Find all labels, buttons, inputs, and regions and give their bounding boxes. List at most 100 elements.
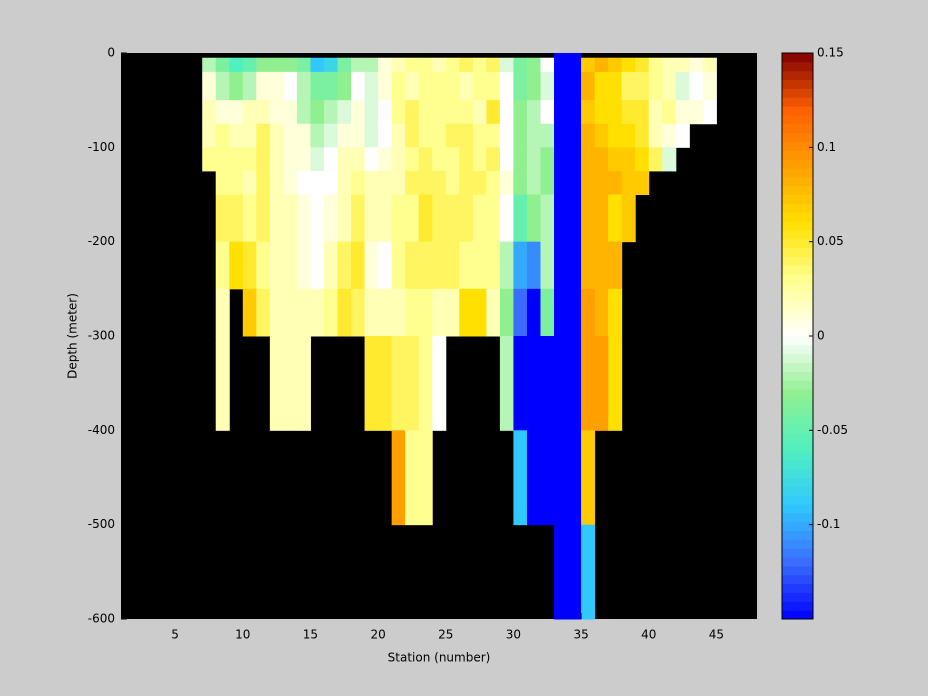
cell [554,288,569,337]
cell [229,71,244,101]
cell [513,288,528,337]
cell [432,147,447,172]
cell [215,100,230,125]
cell [581,123,596,148]
cell [554,123,569,148]
cell [621,57,636,73]
cell [310,194,325,243]
cell [445,57,460,73]
cell [418,57,433,73]
cell [608,123,623,148]
cell [432,288,447,337]
colorbar-swatch [782,150,813,160]
cell [621,123,636,148]
cell [432,170,447,195]
cell [499,194,514,243]
cell [242,288,257,337]
cell [608,288,623,337]
cell [242,57,257,73]
cell [256,241,271,290]
cell [323,57,339,73]
cell [554,147,569,172]
colorbar-swatch [782,256,813,266]
cell [540,288,555,337]
cell [486,241,501,290]
cell [418,430,433,526]
cell [283,241,298,290]
cell [432,123,447,148]
cell [689,100,704,125]
cell [459,194,474,243]
cell [256,57,271,73]
cell [337,288,352,337]
cell [594,170,609,195]
x-tick-label: 5 [171,628,179,642]
cell [202,123,217,148]
cell [337,100,352,125]
cell [269,57,284,73]
cell [202,57,217,73]
cell [337,170,352,195]
colorbar-tick-label: -0.1 [817,517,840,531]
cell [662,57,677,73]
cell [459,57,474,73]
cell [648,71,663,101]
colorbar-swatch [782,79,813,89]
colorbar-swatch [782,114,813,125]
cell [486,57,501,73]
cell [269,147,284,172]
cell [351,170,366,195]
cell [242,241,257,290]
cell [540,194,555,243]
cell [554,524,569,620]
cell [351,123,366,148]
cell [648,57,663,73]
cell [486,288,501,337]
cell [418,170,433,195]
cell [378,170,393,195]
cell [405,100,420,125]
cell [459,147,474,172]
colorbar-swatch [782,229,813,240]
cell [567,524,582,620]
cell [215,288,230,337]
colorbar-swatch [782,610,813,620]
cell [594,241,609,290]
cell [418,194,433,243]
cell [702,57,717,73]
cell [472,71,487,101]
cell [540,170,555,195]
cell [391,170,406,195]
cell [675,71,690,101]
cell [621,170,636,195]
cell [689,57,704,73]
cell [567,430,582,526]
cell [296,241,311,290]
cell [486,170,501,195]
cell [364,100,379,125]
cell [351,194,366,243]
cell [229,123,244,148]
cell [459,123,474,148]
cell [229,100,244,125]
colorbar-swatch [782,557,813,567]
cell [445,71,460,101]
colorbar-swatch [782,282,813,293]
colorbar-swatch [782,389,813,399]
cell [378,288,393,337]
cell [621,100,636,125]
colorbar-swatch [782,176,813,187]
cell [540,147,555,172]
cell [472,288,487,337]
cell [554,170,569,195]
cell [256,147,271,172]
cell [229,170,244,195]
cell [581,288,596,337]
cell [337,194,352,243]
colorbar-swatch [782,406,813,417]
cell [554,53,569,59]
cell [499,241,514,290]
cell [635,147,650,172]
cell [513,147,528,172]
